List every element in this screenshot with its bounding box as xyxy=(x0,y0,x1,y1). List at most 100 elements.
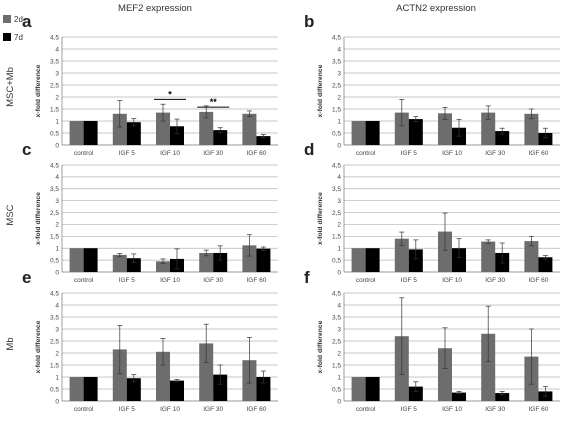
y-tick-label: 4,5 xyxy=(332,290,341,297)
x-tick-label: IGF 5 xyxy=(401,150,418,157)
y-tick-label: 0,5 xyxy=(332,130,341,137)
bar-7d-4 xyxy=(256,248,271,272)
y-tick-label: 0 xyxy=(337,398,341,405)
y-axis-label: x-fold difference xyxy=(317,320,324,373)
bar-2d-2 xyxy=(438,113,452,145)
significance-label: * xyxy=(168,89,172,99)
y-tick-label: 2,5 xyxy=(332,210,341,217)
y-tick-label: 4,5 xyxy=(332,34,341,41)
panel-e: e 0 0,5 1 1,5 2 2,5 3 3,5 4 4,5 x-fold difference co… xyxy=(22,268,278,413)
y-tick-label: 1 xyxy=(55,246,59,253)
bar-7d-3 xyxy=(213,130,228,145)
bar-7d-1 xyxy=(126,258,141,272)
bar-7d-1 xyxy=(126,378,141,401)
panel-letter: f xyxy=(304,268,310,287)
y-axis-label: x-fold difference xyxy=(317,192,324,245)
y-axis-label: x-fold difference xyxy=(35,192,42,245)
x-tick-label: IGF 10 xyxy=(160,277,180,284)
bar-7d-4 xyxy=(538,257,553,272)
bar-2d-3 xyxy=(481,112,496,145)
bar-7d-1 xyxy=(408,249,423,272)
y-axis-label: x-fold difference xyxy=(35,64,42,117)
y-tick-label: 3,5 xyxy=(332,58,341,65)
y-tick-label: 0,5 xyxy=(332,386,341,393)
bar-2d-1 xyxy=(394,238,409,272)
y-axis-label: x-fold difference xyxy=(35,320,42,373)
bar-2d-1 xyxy=(112,349,127,401)
y-tick-label: 0 xyxy=(55,398,59,405)
x-tick-label: IGF 5 xyxy=(119,277,136,284)
significance-label: ** xyxy=(210,97,218,107)
bar-7d-3 xyxy=(213,252,228,272)
y-tick-label: 3,5 xyxy=(332,314,341,321)
x-tick-label: IGF 10 xyxy=(442,277,462,284)
y-tick-label: 4 xyxy=(337,174,341,181)
x-tick-label: IGF 5 xyxy=(401,277,418,284)
y-tick-label: 0,5 xyxy=(50,130,59,137)
y-tick-label: 2,5 xyxy=(50,210,59,217)
y-tick-label: 2 xyxy=(337,94,341,101)
x-tick-label: IGF 10 xyxy=(442,406,462,413)
panel-a: a 0 0,5 1 1,5 2 2,5 3 3,5 4 4,5 x-fold difference co… xyxy=(22,12,278,157)
y-tick-label: 0 xyxy=(55,142,59,149)
bar-2d-2 xyxy=(156,261,170,272)
bar-7d-3 xyxy=(213,374,228,401)
y-tick-label: 1,5 xyxy=(50,362,59,369)
y-tick-label: 2 xyxy=(55,94,59,101)
x-tick-label: IGF 10 xyxy=(160,406,180,413)
x-tick-label: IGF 60 xyxy=(246,150,266,157)
bar-2d-3 xyxy=(481,241,496,272)
bar-2d-0 xyxy=(69,121,84,145)
x-tick-label: control xyxy=(74,406,94,413)
bar-2d-4 xyxy=(524,113,539,145)
x-tick-label: IGF 60 xyxy=(528,277,548,284)
x-tick-label: IGF 60 xyxy=(246,277,266,284)
bar-2d-1 xyxy=(112,113,127,145)
column-title-mef2: MEF2 expression xyxy=(118,3,192,14)
x-tick-label: control xyxy=(356,406,376,413)
y-tick-label: 4 xyxy=(55,302,59,309)
y-tick-label: 1,5 xyxy=(332,362,341,369)
y-tick-label: 3,5 xyxy=(50,186,59,193)
bar-2d-2 xyxy=(438,231,452,272)
row-label-msc: MSC xyxy=(5,204,16,225)
y-tick-label: 2 xyxy=(337,222,341,229)
bar-2d-4 xyxy=(242,245,257,272)
row-label-mb: Mb xyxy=(5,337,16,350)
bar-7d-0 xyxy=(365,121,380,145)
x-tick-label: IGF 30 xyxy=(203,277,223,284)
bar-7d-4 xyxy=(256,377,271,401)
legend-label-7d: 7d xyxy=(14,33,23,42)
bar-7d-1 xyxy=(126,122,141,145)
bar-2d-0 xyxy=(69,248,84,272)
y-tick-label: 1 xyxy=(337,118,341,125)
y-tick-label: 4 xyxy=(337,302,341,309)
bar-2d-4 xyxy=(242,113,257,145)
x-tick-label: control xyxy=(356,277,376,284)
y-tick-label: 0 xyxy=(55,269,59,276)
bar-7d-1 xyxy=(408,386,423,401)
panel-letter: a xyxy=(22,12,32,31)
bar-2d-0 xyxy=(351,377,366,401)
panel-letter: e xyxy=(22,268,31,287)
x-tick-label: IGF 30 xyxy=(485,150,505,157)
x-tick-label: IGF 60 xyxy=(528,150,548,157)
y-tick-label: 1,5 xyxy=(50,106,59,113)
panel-c: c 0 0,5 1 1,5 2 2,5 3 3,5 4 4,5 x-fold difference co… xyxy=(22,140,278,284)
bar-7d-4 xyxy=(538,133,553,145)
y-tick-label: 1,5 xyxy=(332,234,341,241)
y-tick-label: 1,5 xyxy=(332,106,341,113)
bar-7d-2 xyxy=(170,126,184,145)
y-tick-label: 2,5 xyxy=(50,82,59,89)
bar-7d-0 xyxy=(83,377,98,401)
bar-7d-2 xyxy=(170,380,184,401)
y-tick-label: 3 xyxy=(337,198,341,205)
x-tick-label: IGF 30 xyxy=(203,406,223,413)
bar-2d-0 xyxy=(69,377,84,401)
x-tick-label: IGF 10 xyxy=(442,150,462,157)
x-tick-label: IGF 60 xyxy=(528,406,548,413)
y-tick-label: 4 xyxy=(55,174,59,181)
bar-7d-2 xyxy=(452,392,466,401)
panel-letter: b xyxy=(304,12,314,31)
panels: a 0 0,5 1 1,5 2 2,5 3 3,5 4 4,5 x-fold difference co… xyxy=(22,12,560,413)
